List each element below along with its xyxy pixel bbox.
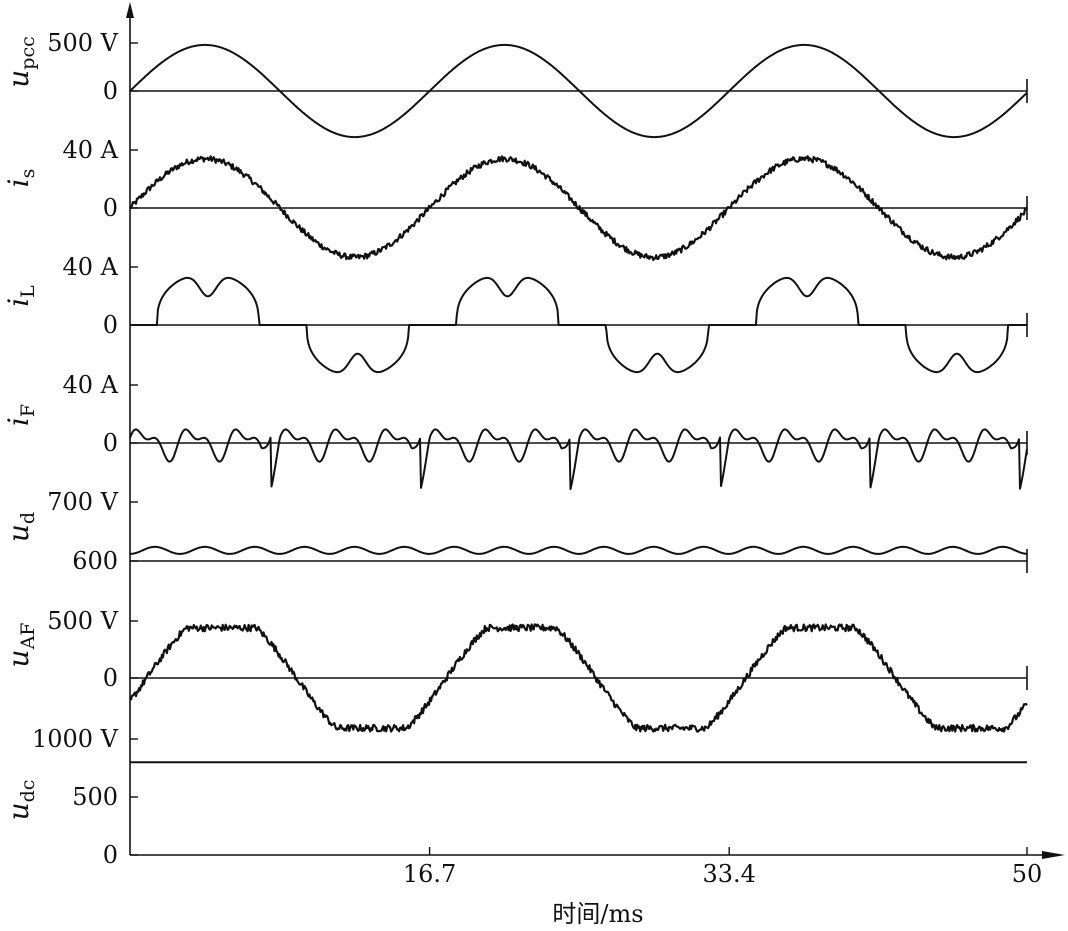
x-axis-arrow-icon: [1042, 851, 1065, 859]
x-tick-label-1: 33.4: [702, 860, 755, 888]
tick-label-is-0: 40 A: [63, 136, 119, 164]
y-label-udc: udc: [2, 780, 39, 821]
panel-iL: 40 A 0 iL: [2, 253, 1028, 374]
tick-label-ud-1: 600: [72, 547, 118, 575]
y-axis-arrow-icon: [126, 2, 134, 18]
chart-panels: 500 V 0 upcc 40 A 0 is 40 A 0 iL 40 A 0 iF 700 V 600 u…: [2, 29, 1029, 869]
x-tick-label-2: 50: [1012, 860, 1043, 888]
y-label-is: is: [2, 169, 39, 188]
panel-is: 40 A 0 is: [2, 136, 1029, 262]
series-iL: [130, 276, 1027, 374]
tick-label-ud-0: 700 V: [47, 488, 118, 516]
panel-ud: 700 V 600 ud: [2, 488, 1028, 575]
series-ud: [130, 545, 1028, 555]
panel-udc: 1000 V 500 0 udc: [2, 725, 1027, 869]
tick-label-uAF-1: 0: [103, 664, 118, 692]
chart-axes: [126, 2, 1065, 859]
y-label-upcc: upcc: [2, 36, 39, 88]
y-label-iL: iL: [2, 285, 39, 307]
panel-iF: 40 A 0 iF: [2, 371, 1028, 490]
series-iF: [129, 428, 1028, 490]
x-tick-labels: 16.7 33.4 50: [403, 847, 1042, 888]
tick-label-uAF-0: 500 V: [47, 607, 118, 635]
tick-label-udc-2: 0: [103, 841, 118, 869]
y-label-ud: ud: [2, 512, 39, 542]
series-is: [129, 155, 1029, 262]
tick-label-upcc-0: 500 V: [47, 29, 118, 57]
x-tick-label-0: 16.7: [403, 860, 456, 888]
y-label-iF: iF: [2, 404, 39, 426]
tick-label-iL-1: 0: [103, 311, 118, 339]
x-axis-label: 时间/ms: [552, 900, 643, 928]
panel-uAF: 500 V 0 uAF: [2, 607, 1028, 733]
tick-label-udc-1: 500: [72, 783, 118, 811]
y-label-uAF: uAF: [2, 623, 39, 668]
series-upcc: [129, 43, 1028, 139]
tick-label-udc-0: 1000 V: [32, 725, 119, 753]
tick-label-iL-0: 40 A: [63, 253, 119, 281]
tick-label-is-1: 0: [103, 194, 118, 222]
tick-label-iF-1: 0: [103, 429, 118, 457]
tick-label-upcc-1: 0: [103, 77, 118, 105]
panel-upcc: 500 V 0 upcc: [2, 29, 1028, 139]
tick-label-iF-0: 40 A: [63, 371, 119, 399]
series-uAF: [129, 623, 1028, 733]
